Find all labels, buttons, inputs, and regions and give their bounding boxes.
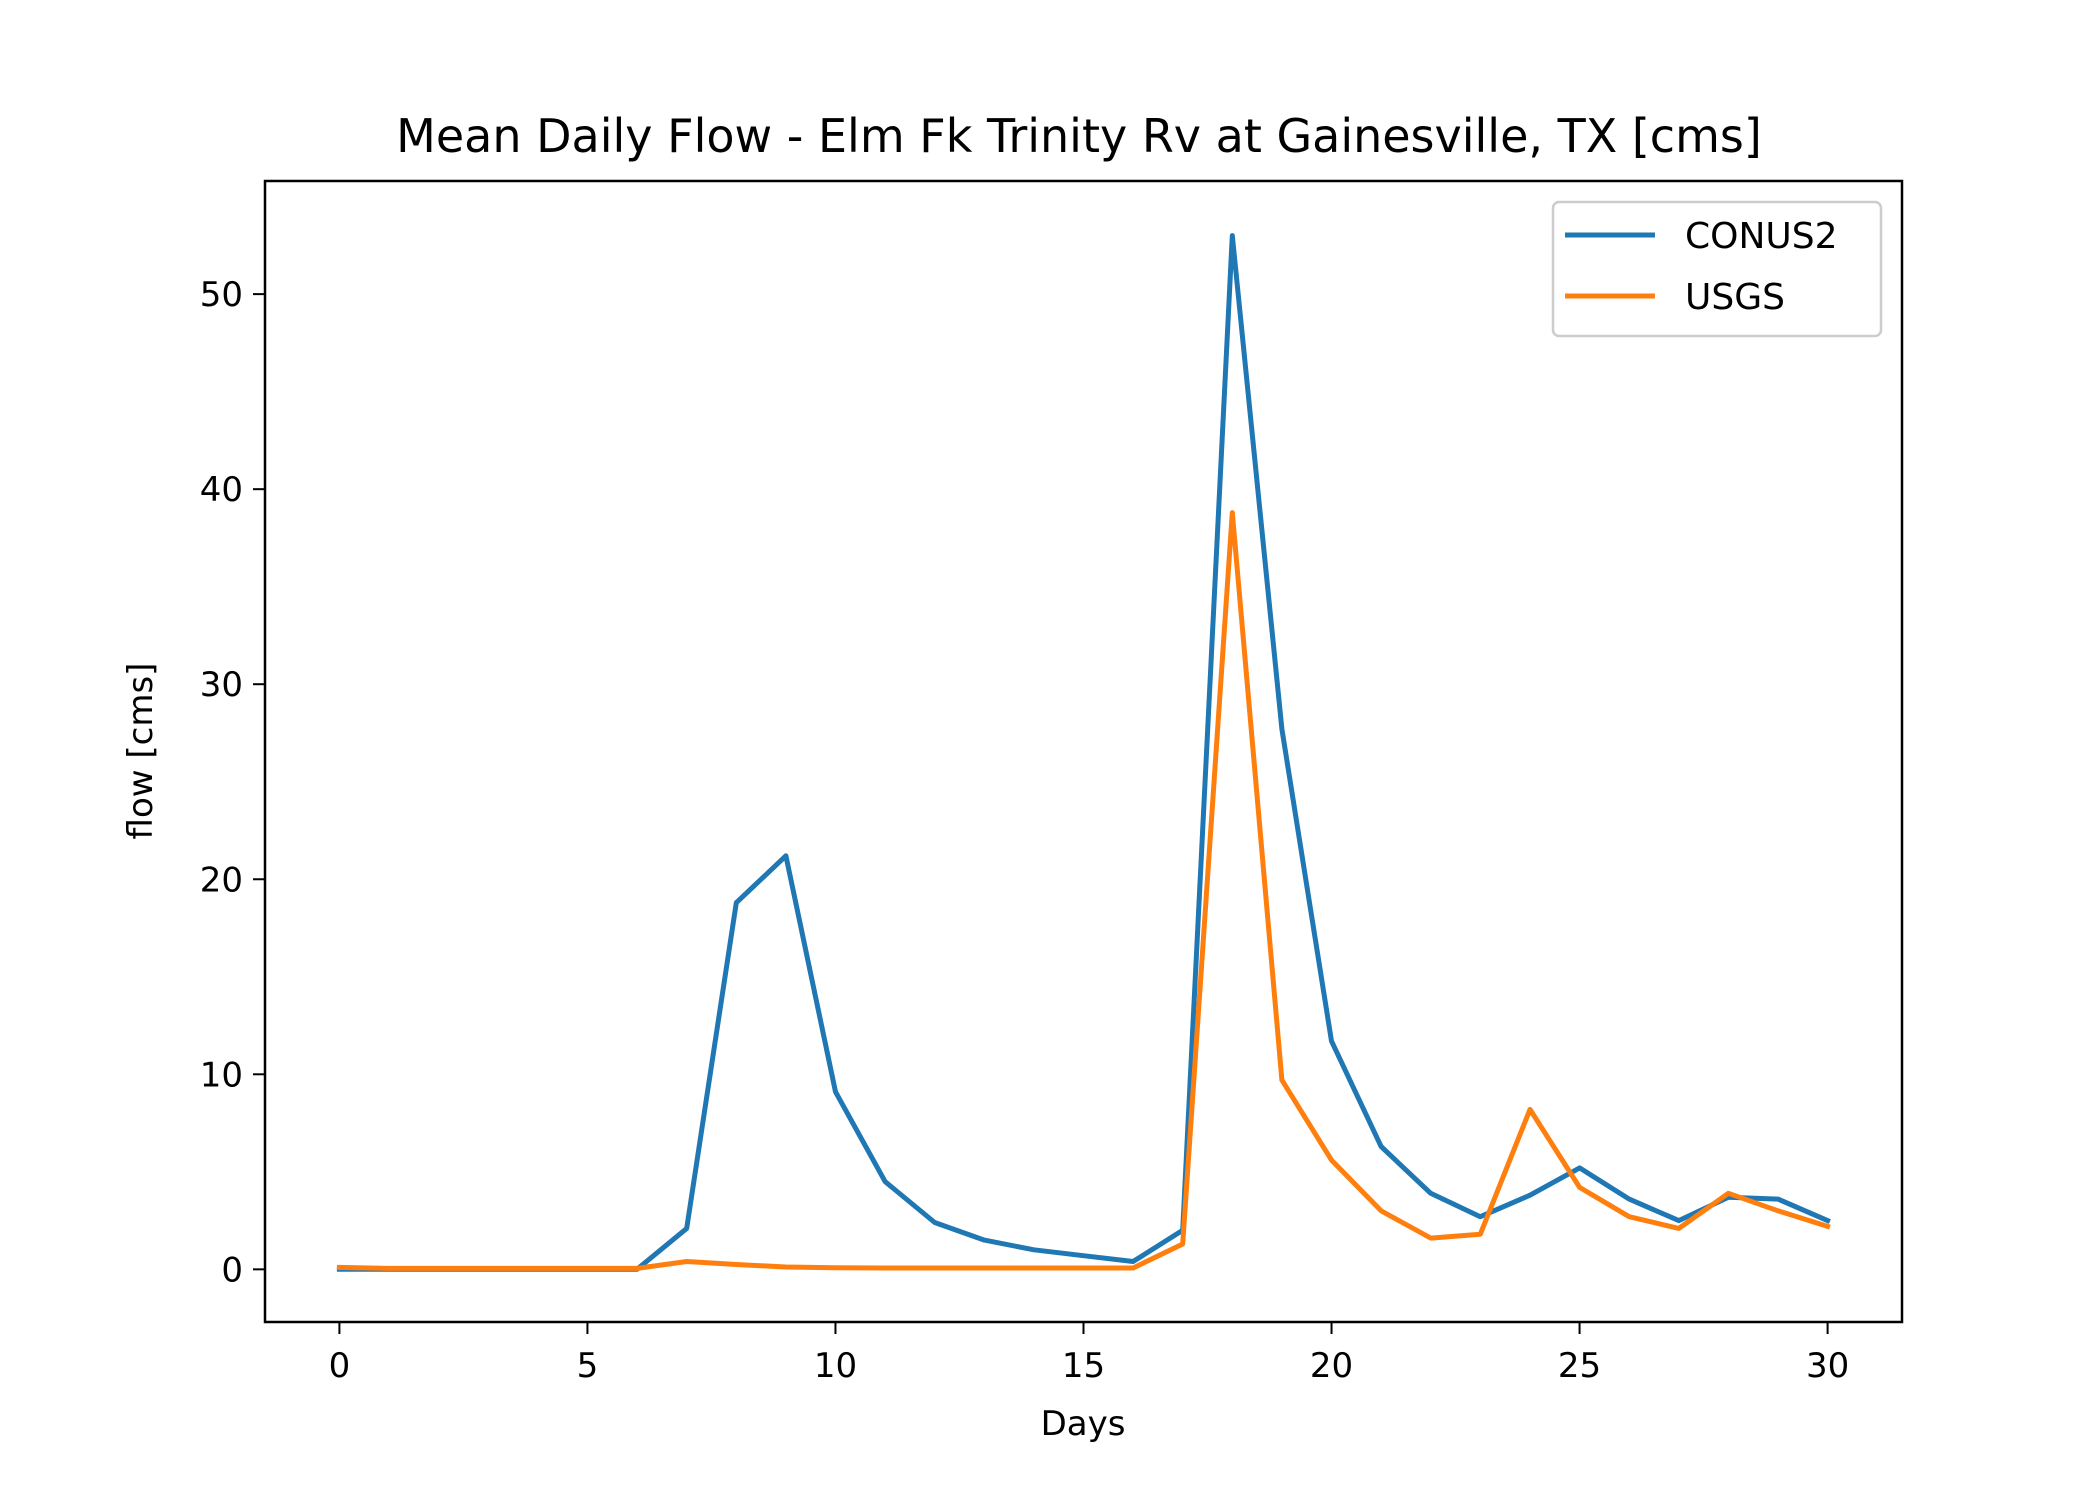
x-tick-label: 15 [1062, 1346, 1105, 1386]
x-tick-label: 5 [577, 1346, 599, 1386]
x-tick-label: 25 [1558, 1346, 1601, 1386]
legend: CONUS2 USGS [1551, 200, 1883, 338]
x-axis-ticks: 0 5 10 15 20 25 30 [329, 1322, 1849, 1386]
legend-label-usgs: USGS [1685, 277, 1785, 318]
chart-title: Mean Daily Flow - Elm Fk Trinity Rv at G… [396, 109, 1762, 163]
x-tick-label: 20 [1310, 1346, 1353, 1386]
plot-area: 0 5 10 15 20 25 30 0 10 20 30 40 50 [200, 179, 1904, 1386]
series-layer [336, 233, 1831, 1272]
y-tick-label: 0 [221, 1250, 243, 1290]
y-tick-label: 20 [200, 860, 243, 900]
series-line-usgs [336, 510, 1831, 1271]
x-tick-label: 0 [329, 1346, 351, 1386]
y-tick-label: 40 [200, 470, 243, 510]
y-tick-label: 30 [200, 665, 243, 705]
legend-label-conus2: CONUS2 [1685, 216, 1838, 257]
x-axis-label: Days [1041, 1404, 1126, 1444]
y-axis-ticks: 0 10 20 30 40 50 [200, 275, 265, 1290]
x-tick-label: 10 [814, 1346, 857, 1386]
x-tick-label: 30 [1806, 1346, 1849, 1386]
y-tick-label: 10 [200, 1055, 243, 1095]
y-axis-label: flow [cms] [121, 663, 161, 840]
y-tick-label: 50 [200, 275, 243, 315]
